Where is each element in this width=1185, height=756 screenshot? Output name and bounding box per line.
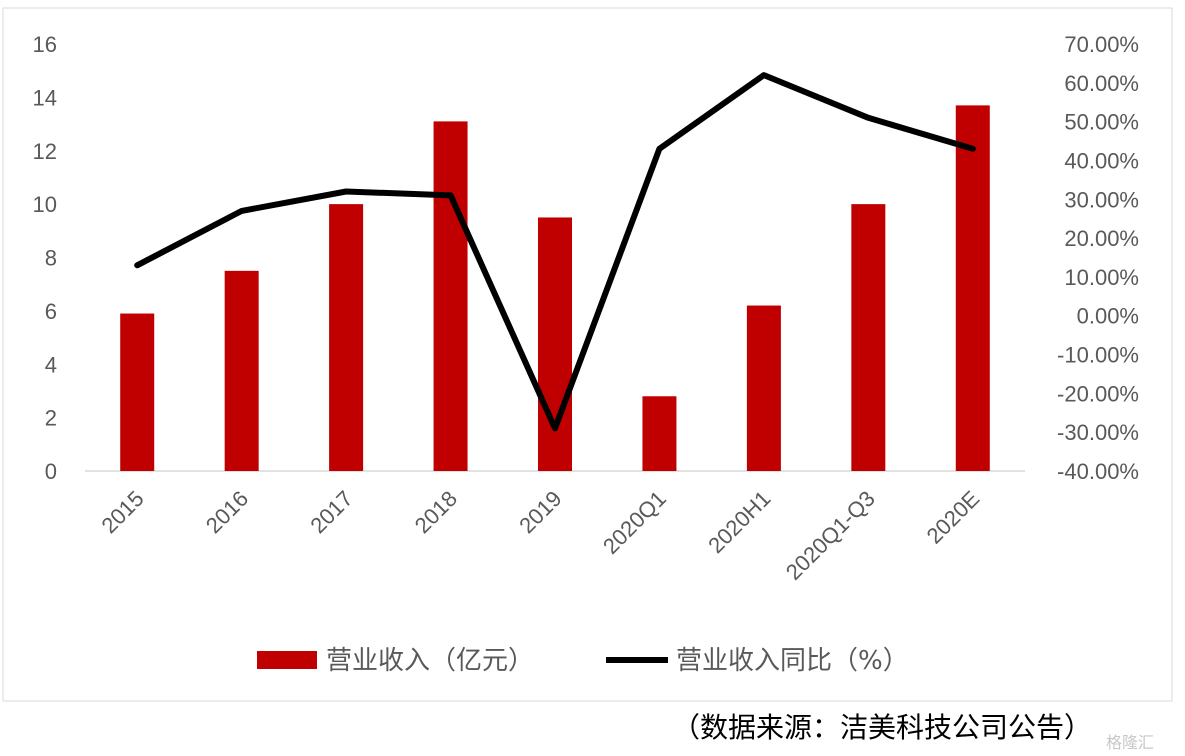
left-axis-tick-label: 12 xyxy=(33,139,57,164)
right-axis-tick-label: -20.00% xyxy=(1057,381,1139,406)
bar xyxy=(746,305,781,471)
bar xyxy=(120,313,155,471)
watermark: 格隆汇 xyxy=(1106,733,1154,752)
right-axis-tick-label: -40.00% xyxy=(1057,459,1139,484)
left-axis-tick-label: 8 xyxy=(45,246,57,271)
right-axis-ticks: -40.00% -30.00% -20.00% -10.00% 0.00% 10.00% 2… xyxy=(1057,32,1139,484)
right-axis-tick-label: 10.00% xyxy=(1064,265,1139,290)
right-axis-tick-label: 70.00% xyxy=(1064,32,1139,57)
x-axis-tick-label: 2018 xyxy=(410,486,462,538)
x-axis-tick-label: 2020Q1 xyxy=(598,486,671,559)
line-point xyxy=(763,74,765,76)
chart-border xyxy=(2,7,1173,702)
line-point xyxy=(345,191,347,193)
x-axis-tick-label: 2019 xyxy=(514,486,566,538)
line-point xyxy=(658,148,660,150)
left-axis-ticks: 0 2 4 6 8 10 12 14 16 xyxy=(33,32,57,484)
x-axis-tick-label: 2020E xyxy=(922,486,985,549)
left-axis-tick-label: 16 xyxy=(33,32,57,57)
x-axis-tick-label: 2020H1 xyxy=(703,486,775,558)
bar xyxy=(224,270,259,471)
left-axis-tick-label: 6 xyxy=(45,299,57,324)
legend-bar-swatch xyxy=(257,651,317,669)
bar xyxy=(851,204,886,471)
right-axis-tick-label: -30.00% xyxy=(1057,420,1139,445)
x-axis-tick-label: 2015 xyxy=(96,486,148,538)
source-note: （数据来源：洁美科技公司公告） xyxy=(672,711,1092,744)
bar xyxy=(642,396,677,471)
x-axis-tick-label: 2020Q1-Q3 xyxy=(781,486,880,585)
bar-series xyxy=(120,105,990,472)
left-axis-tick-label: 2 xyxy=(45,406,57,431)
right-axis-tick-label: 50.00% xyxy=(1064,110,1139,135)
right-axis-tick-label: 30.00% xyxy=(1064,187,1139,212)
right-axis-tick-label: 0.00% xyxy=(1077,304,1139,329)
line-point xyxy=(554,427,556,429)
legend-line-label: 营业收入同比（%） xyxy=(676,646,909,676)
left-axis-tick-label: 0 xyxy=(45,459,57,484)
left-axis-tick-label: 4 xyxy=(45,352,57,377)
legend: 营业收入（亿元） 营业收入同比（%） xyxy=(257,646,909,676)
right-axis-tick-label: 40.00% xyxy=(1064,148,1139,173)
right-axis-tick-label: -10.00% xyxy=(1057,343,1139,368)
right-axis-tick-label: 60.00% xyxy=(1064,71,1139,96)
x-axis-tick-label: 2016 xyxy=(201,486,253,538)
bar xyxy=(329,204,364,471)
legend-bar-label: 营业收入（亿元） xyxy=(326,646,534,676)
x-axis-ticks: 2015 2016 2017 2018 2019 2020Q1 2020H1 2020Q1-Q… xyxy=(96,486,984,585)
line-point xyxy=(972,148,974,150)
left-axis-tick-label: 10 xyxy=(33,192,57,217)
line-point xyxy=(867,117,869,119)
x-axis-tick-label: 2017 xyxy=(305,486,357,538)
bar xyxy=(538,217,572,471)
bar xyxy=(955,105,990,471)
line-point xyxy=(450,194,452,196)
line-point xyxy=(136,264,138,266)
right-axis-tick-label: 20.00% xyxy=(1064,226,1139,251)
bar xyxy=(433,121,468,472)
left-axis-tick-label: 14 xyxy=(33,85,57,110)
line-point xyxy=(241,210,243,212)
line-series xyxy=(134,72,976,432)
